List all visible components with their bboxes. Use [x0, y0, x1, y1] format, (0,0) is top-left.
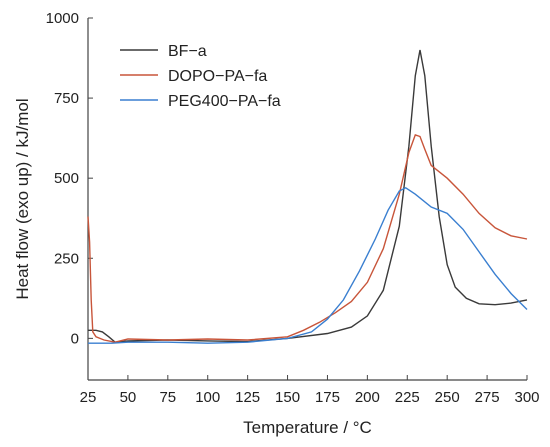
x-tick-label: 75 — [159, 389, 176, 406]
x-tick-label: 200 — [355, 389, 380, 406]
series-layer — [87, 49, 528, 344]
legend-label: PEG400−PA−fa — [168, 93, 281, 110]
x-axis-title: Temperature / °C — [243, 418, 372, 437]
y-axis-title: Heat flow (exo up) / kJ/mol — [13, 98, 32, 299]
x-tick-label: 175 — [315, 389, 340, 406]
y-tick-label: 750 — [54, 90, 79, 107]
x-tick-label: 50 — [120, 389, 137, 406]
legend: BF−a DOPO−PA−fa PEG400−PA−fa — [120, 43, 281, 110]
x-tick-label: 300 — [514, 389, 539, 406]
y-tick-label: 1000 — [46, 10, 79, 27]
x-tick-label: 125 — [235, 389, 260, 406]
y-tick-label: 0 — [71, 330, 79, 347]
x-tick-label: 275 — [475, 389, 500, 406]
x-tick-label: 150 — [275, 389, 300, 406]
y-tick-label: 250 — [54, 250, 79, 267]
legend-label: BF−a — [168, 43, 207, 60]
x-tick-label: 100 — [195, 389, 220, 406]
x-tick-label: 250 — [435, 389, 460, 406]
series-line-2 — [87, 134, 528, 343]
axes: 25 50 75 100 125 150 175 200 225 250 275 300 0 250 500… — [46, 10, 540, 406]
y-tick-label: 500 — [54, 170, 79, 187]
series-line-1 — [88, 49, 528, 343]
x-tick-label: 25 — [80, 389, 97, 406]
legend-label: DOPO−PA−fa — [168, 68, 267, 85]
x-tick-label: 225 — [395, 389, 420, 406]
series-line-3 — [88, 186, 528, 344]
